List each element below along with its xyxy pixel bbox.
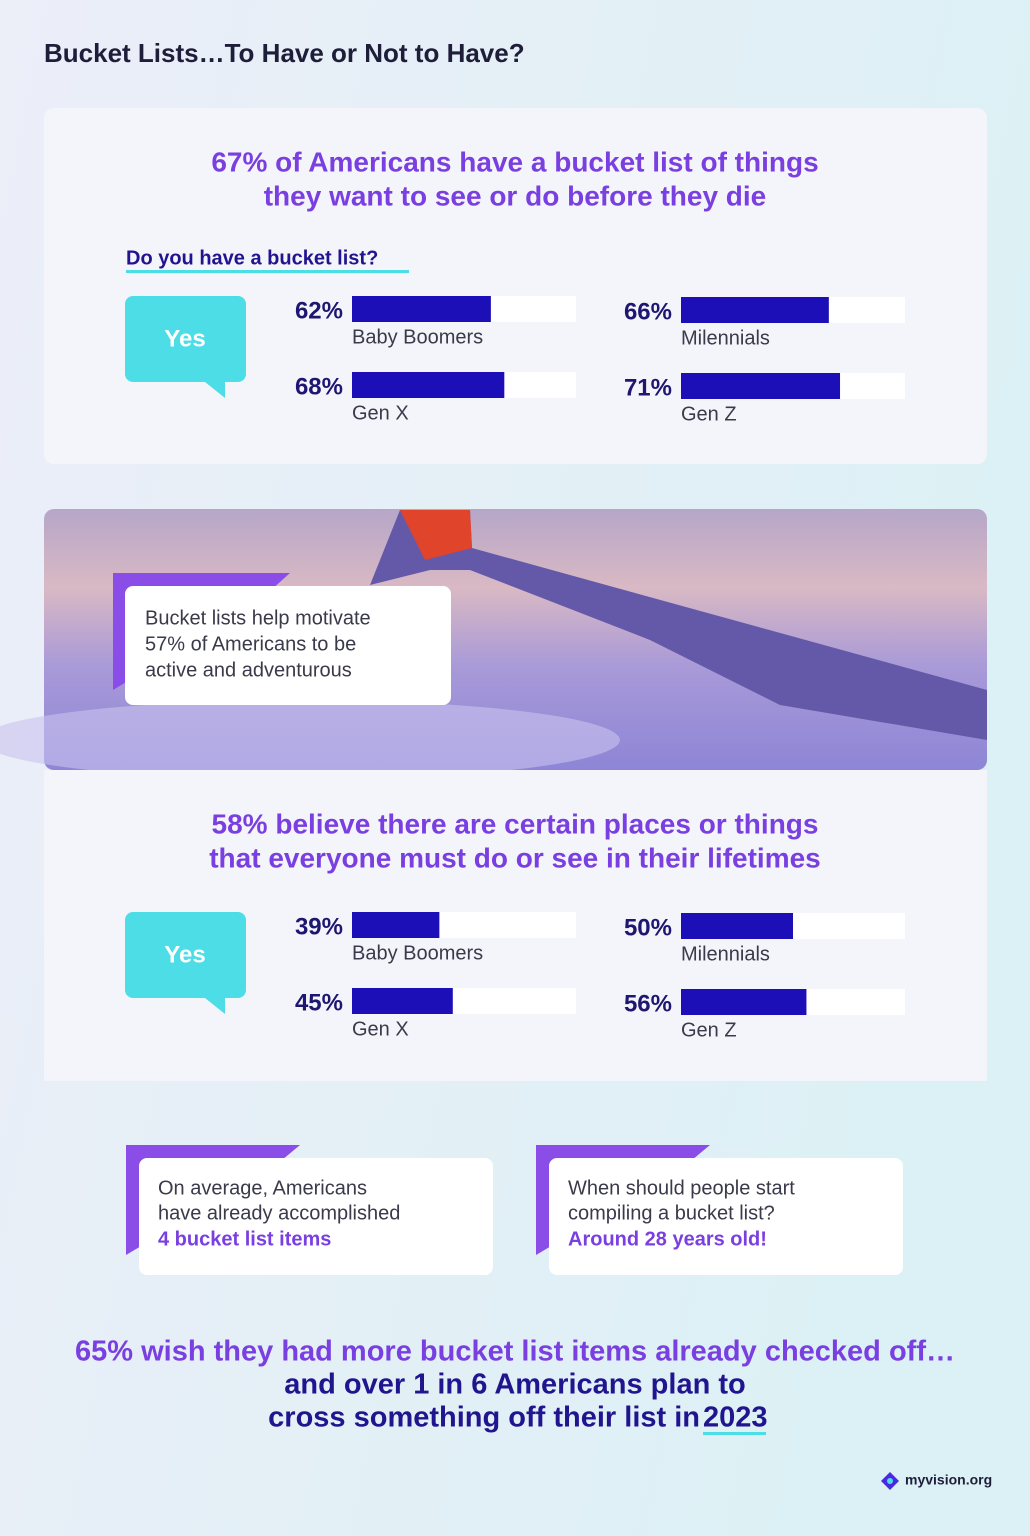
percent-label: 39% xyxy=(295,913,343,940)
closing-year: 2023 xyxy=(703,1402,768,1434)
percent-label: 66% xyxy=(624,298,672,325)
group-label: Gen X xyxy=(352,1018,409,1040)
percent-label: 68% xyxy=(295,373,343,400)
group-label: Baby Boomers xyxy=(352,942,483,964)
fact: When should people start xyxy=(568,1177,795,1199)
brand: myvision.org xyxy=(905,1472,992,1488)
caption-box xyxy=(125,586,451,705)
bar xyxy=(681,297,829,323)
group-label: Milennials xyxy=(681,327,770,349)
group-label: Baby Boomers xyxy=(352,326,483,348)
closing: and over 1 in 6 Americans plan to xyxy=(284,1369,745,1401)
closing: 65% wish they had more bucket list items… xyxy=(75,1336,955,1368)
caption: Bucket lists help motivate xyxy=(145,607,371,629)
bar xyxy=(352,912,440,938)
headline: that everyone must do or see in their li… xyxy=(209,842,821,873)
fact-highlight: 4 bucket list items xyxy=(158,1228,331,1250)
cloud xyxy=(0,700,620,780)
fact: have already accomplished xyxy=(158,1202,400,1224)
wing xyxy=(370,510,987,740)
fact-box xyxy=(549,1158,903,1275)
percent-label: 45% xyxy=(295,989,343,1016)
bubble-tail xyxy=(205,998,225,1014)
fact-box xyxy=(139,1158,493,1275)
percent-label: 71% xyxy=(624,374,672,401)
group-label: Gen X xyxy=(352,402,409,424)
answer-bubble xyxy=(125,296,246,382)
logo-dot xyxy=(887,1478,893,1484)
answer: Yes xyxy=(164,941,205,968)
percent-label: 62% xyxy=(295,297,343,324)
page-title: Bucket Lists…To Have or Not to Have? xyxy=(44,38,525,68)
closing: cross something off their list in xyxy=(268,1402,700,1434)
fact: On average, Americans xyxy=(158,1177,367,1199)
question: Do you have a bucket list? xyxy=(126,247,378,269)
fact-highlight: Around 28 years old! xyxy=(568,1228,767,1250)
percent-label: 56% xyxy=(624,990,672,1017)
caption: 57% of Americans to be xyxy=(145,633,356,655)
caption: active and adventurous xyxy=(145,659,352,681)
bar xyxy=(681,373,841,399)
underline xyxy=(126,270,409,273)
bar xyxy=(352,988,453,1014)
fact: compiling a bucket list? xyxy=(568,1202,775,1224)
headline: they want to see or do before they die xyxy=(264,180,767,211)
answer-bubble xyxy=(125,912,246,998)
percent-label: 50% xyxy=(624,914,672,941)
bar xyxy=(352,372,505,398)
group-label: Gen Z xyxy=(681,1019,737,1041)
bubble-tail xyxy=(205,382,225,398)
bar xyxy=(681,989,807,1015)
answer: Yes xyxy=(164,325,205,352)
underline xyxy=(703,1432,766,1435)
group-label: Milennials xyxy=(681,943,770,965)
winglet xyxy=(400,510,472,560)
bar xyxy=(352,296,491,322)
bar xyxy=(681,913,793,939)
headline: 58% believe there are certain places or … xyxy=(212,808,819,839)
group-label: Gen Z xyxy=(681,403,737,425)
headline: 67% of Americans have a bucket list of t… xyxy=(211,146,818,177)
